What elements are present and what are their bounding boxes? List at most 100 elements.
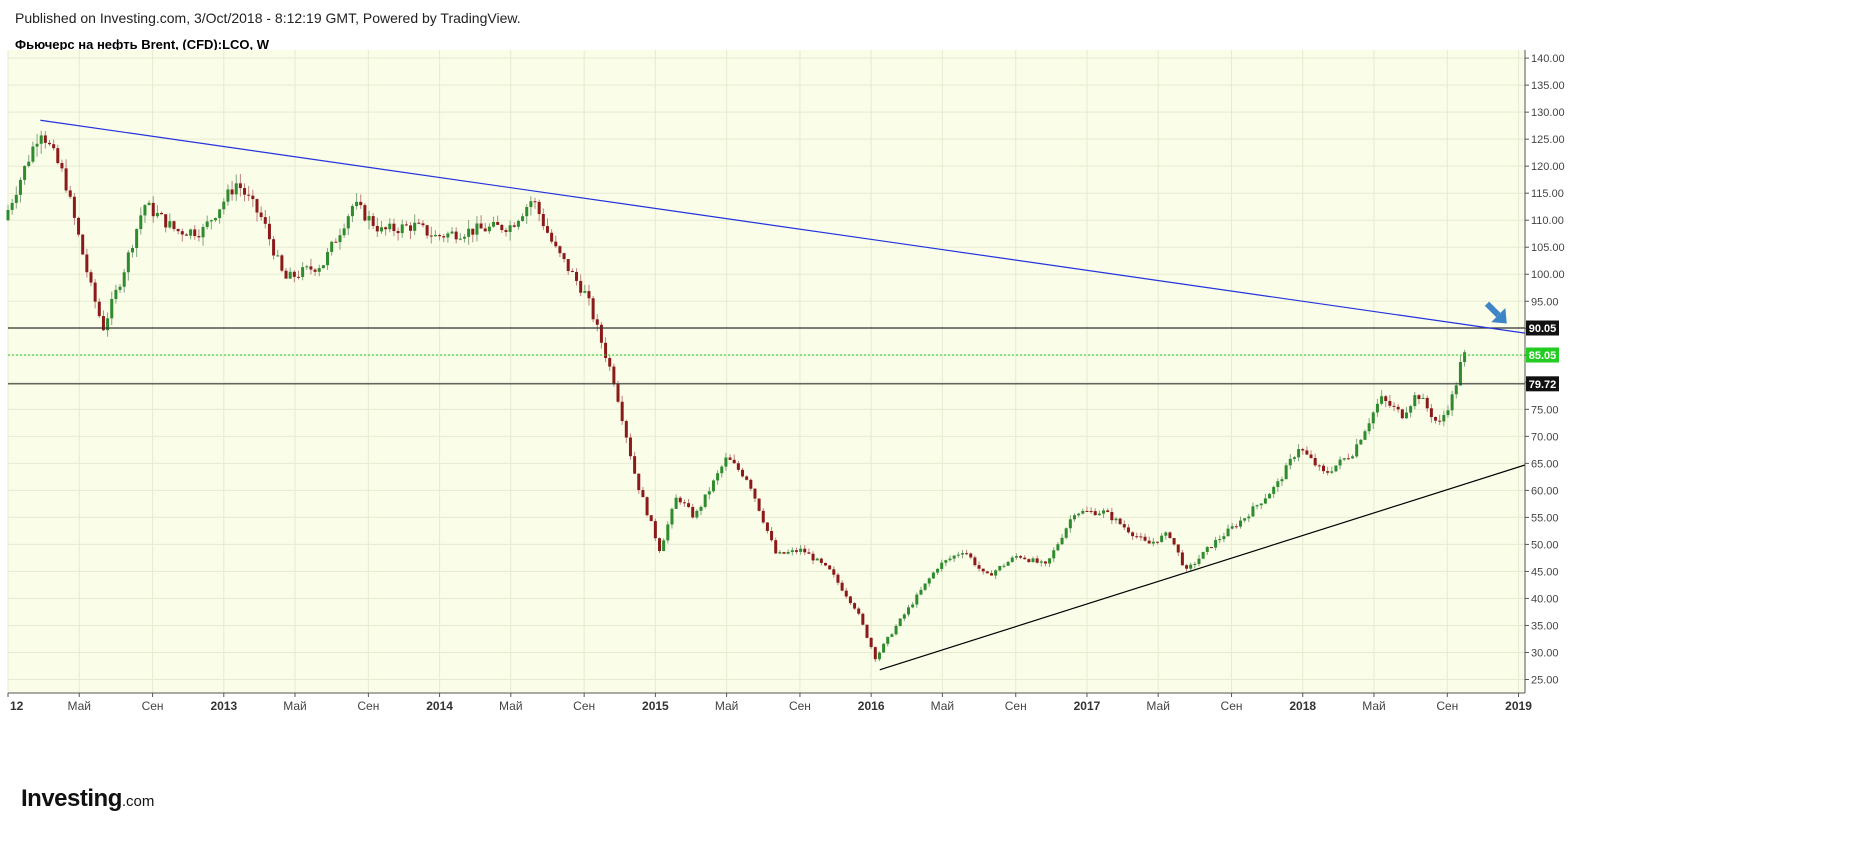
plot-area[interactable] (8, 50, 1525, 693)
candle-body (1247, 516, 1251, 519)
candle-body (1384, 396, 1388, 402)
candle-body (1226, 528, 1230, 537)
candle-body (840, 582, 844, 591)
candle-body (317, 268, 321, 272)
candle-body (23, 166, 27, 180)
candle-body (367, 216, 371, 221)
candle-body (1168, 532, 1172, 539)
candle-body (475, 223, 479, 235)
candle-body (1160, 535, 1164, 542)
candle-body (1131, 532, 1135, 537)
candle-body (93, 282, 97, 302)
candle-body (64, 168, 68, 191)
price-axis[interactable]: 25.00 30.00 35.00 40.00 45.00 50.00 55.00 60.00… (1524, 50, 1565, 693)
price-tick-label: 110.00 (1531, 215, 1564, 227)
candle-body (276, 255, 280, 257)
trendline-lower (879, 464, 1526, 671)
logo-suffix: .com (121, 793, 155, 810)
candle-body (218, 209, 222, 219)
candle-body (355, 201, 359, 207)
candle-body (811, 553, 815, 561)
candle-body (143, 205, 147, 216)
published-caption: Published on Investing.com, 3/Oct/2018 -… (15, 10, 521, 26)
candle-body (1201, 551, 1205, 559)
candle-body (1093, 511, 1097, 516)
candle-body (1429, 408, 1433, 418)
candle-body (433, 234, 437, 237)
candle-body (1176, 544, 1180, 553)
candle-body (637, 473, 641, 491)
candle-body (1060, 537, 1064, 545)
candle-body (135, 229, 139, 249)
candle-body (1164, 532, 1168, 536)
arrow-icon (1484, 301, 1507, 324)
candle-body (280, 255, 284, 271)
candle-body (1330, 471, 1334, 473)
candle-body (1309, 454, 1313, 459)
candle-body (1085, 510, 1089, 512)
level-tag-bg (1526, 320, 1559, 336)
candle-body (467, 228, 471, 237)
candle-body (1292, 457, 1296, 459)
candle-body (815, 558, 819, 561)
candle-body (985, 571, 989, 574)
candle-body (1413, 395, 1417, 407)
candle-body (85, 254, 89, 273)
candle-body (658, 538, 662, 552)
trendline-upper (40, 119, 1526, 334)
candle-body (417, 222, 421, 224)
candle-body (886, 636, 890, 644)
candle-body (122, 272, 126, 287)
candle-body (263, 217, 267, 224)
time-tick-label: Сен (1005, 699, 1027, 713)
candle-body (1197, 558, 1201, 564)
price-tick-label: 70.00 (1531, 431, 1559, 443)
candle-body (624, 421, 628, 438)
candle-body (861, 613, 865, 625)
candle-body (101, 316, 105, 331)
candle-body (716, 473, 720, 481)
candle-body (1380, 396, 1384, 404)
candle-body (682, 502, 686, 504)
candle-body (243, 188, 247, 195)
price-tick-label: 125.00 (1531, 134, 1565, 146)
candle-body (666, 524, 670, 541)
candle-body (512, 225, 516, 227)
price-tick-label: 55.00 (1531, 512, 1559, 524)
candle-body (1205, 547, 1209, 552)
candle-body (1371, 412, 1375, 424)
candle-body (10, 202, 14, 210)
candle-body (450, 231, 454, 234)
symbol-title: Фьючерс на нефть Brent, (CFD):LCO, W (15, 37, 270, 52)
candle-body (703, 494, 707, 507)
price-tick-label: 100.00 (1531, 269, 1565, 281)
time-axis[interactable]: 12 Май Сен 2013 Май Сен 2014 Май Сен 2015 Май Сен 20… (7, 692, 1532, 713)
time-tick-label: Май (1362, 699, 1386, 713)
price-tick-label: 115.00 (1531, 188, 1564, 200)
candle-body (890, 634, 894, 637)
candle-body (583, 291, 587, 293)
candle-body (1180, 552, 1184, 566)
candle-body (969, 553, 973, 558)
price-tick-label: 50.00 (1531, 539, 1559, 551)
candle-body (226, 189, 230, 202)
candle-body (301, 267, 305, 277)
candle-body (176, 229, 180, 232)
price-tick-label: 135.00 (1531, 80, 1565, 92)
candle-body (14, 194, 18, 203)
candle-body (1321, 465, 1325, 472)
time-tick-label: Май (67, 699, 91, 713)
candle-body (1297, 449, 1301, 458)
candle-body (1243, 518, 1247, 521)
candle-body (1367, 423, 1371, 432)
time-tick-label: 12 (10, 699, 24, 713)
price-tick-label: 105.00 (1531, 242, 1565, 254)
candle-body (454, 231, 458, 240)
candle-body (848, 596, 852, 604)
candle-body (1214, 540, 1218, 548)
candle-body (462, 236, 466, 239)
candle-body (1035, 558, 1039, 563)
candle-body (1280, 479, 1284, 482)
candle-body (201, 227, 205, 238)
